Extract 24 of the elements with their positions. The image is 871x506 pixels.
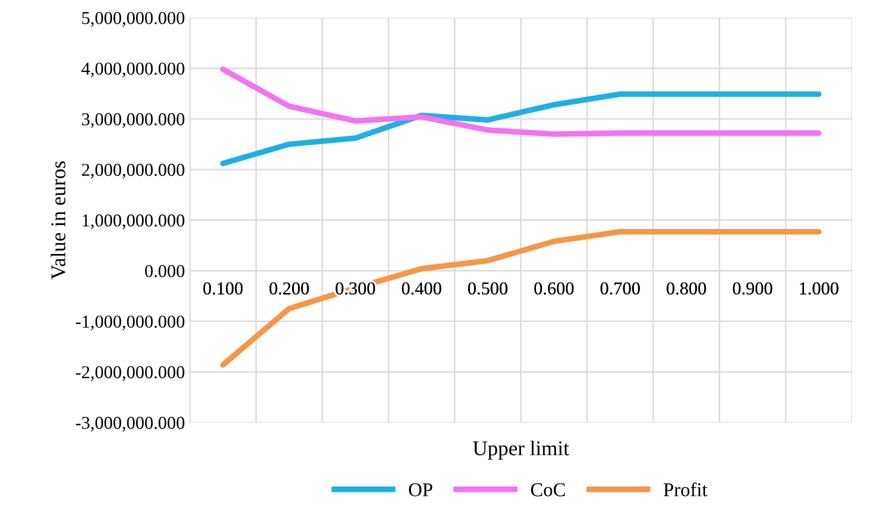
x-tick-label: 0.800 [666,282,706,295]
legend-label: OP [408,483,432,496]
y-tick-label: 1,000,000.000 [82,214,184,230]
x-tick-label: 0.900 [732,282,772,295]
x-tick-label: 0.300 [336,282,375,295]
y-axis-title: Value in euros [50,161,66,280]
x-tick-label: 0.500 [468,282,508,295]
y-tick-label: 4,000,000.000 [82,62,184,78]
x-tick-label: 0.600 [534,282,574,295]
y-tick-label: 3,000,000.000 [82,113,184,128]
x-tick-label: 0.200 [270,282,309,295]
y-tick-label: -3,000,000.000 [76,416,184,432]
y-tick-label: 5,000,000.000 [82,12,184,27]
x-tick-label: 1.000 [800,282,838,295]
legend-label: CoC [531,483,565,496]
y-tick-label: -2,000,000.000 [76,366,184,381]
y-tick-label: 0.000 [145,264,184,278]
y-tick-label: 2,000,000.000 [82,164,184,179]
y-tick-label: -1,000,000.000 [76,316,184,330]
x-axis-title: Upper limit [472,440,570,460]
x-tick-label: 0.400 [402,282,442,295]
x-tick-label: 0.700 [600,282,640,295]
legend-label: Profit [664,482,708,496]
x-tick-label: 0.100 [203,282,243,295]
